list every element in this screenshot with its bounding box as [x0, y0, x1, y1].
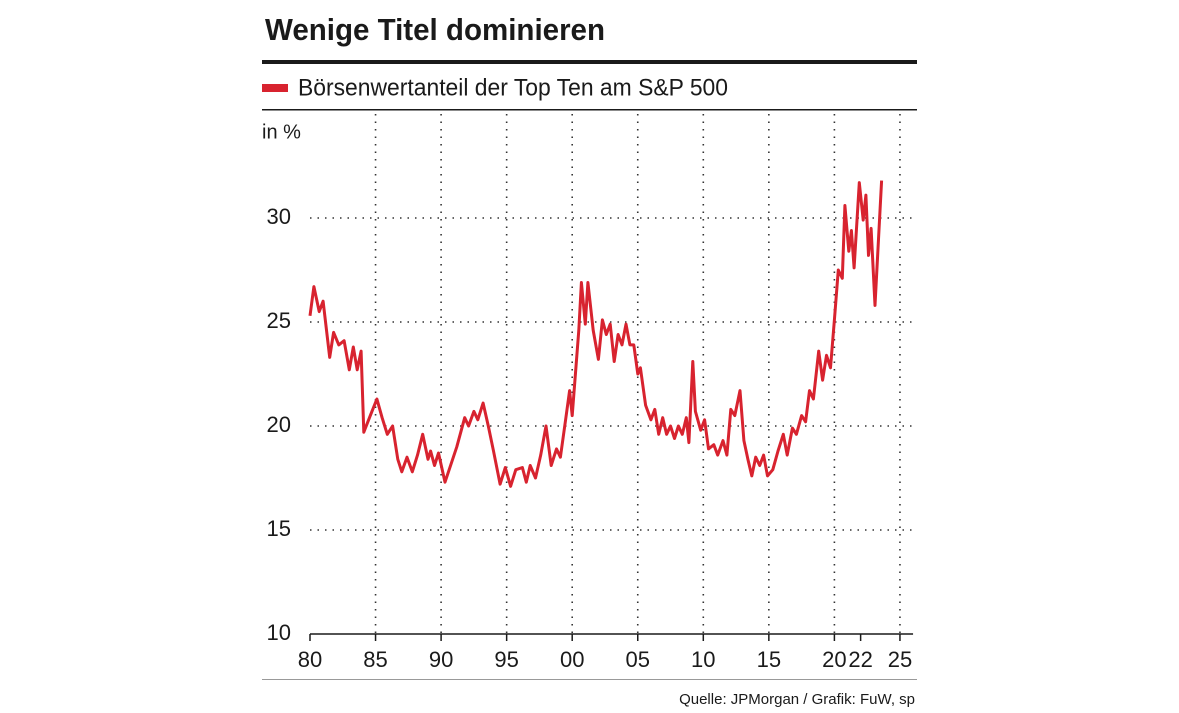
legend-swatch: [262, 84, 288, 92]
title-rule: [262, 60, 917, 64]
x-tick-label: 25: [888, 647, 912, 672]
source: Quelle: JPMorgan / Grafik: FuW, sp: [679, 691, 915, 708]
legend-label: Börsenwertanteil der Top Ten am S&P 500: [298, 74, 728, 101]
y-tick-label: 15: [267, 516, 291, 541]
x-tick-label: 90: [429, 647, 453, 672]
y-tick-label: 30: [267, 204, 291, 229]
x-tick-label: 15: [757, 647, 781, 672]
y-tick-label: 10: [267, 620, 291, 645]
x-tick-label: 05: [626, 647, 650, 672]
x-tick-label: 00: [560, 647, 584, 672]
chart-title: Wenige Titel dominieren: [265, 12, 605, 47]
data-line: [308, 180, 884, 488]
x-tick-label: 80: [298, 647, 322, 672]
x-tick-label: 22: [848, 647, 872, 672]
footer-rule: [262, 679, 917, 680]
y-tick-label: 25: [267, 308, 291, 333]
x-tick-label: 20: [822, 647, 846, 672]
legend-rule: [262, 109, 917, 111]
y-axis-label: in %: [262, 121, 301, 143]
x-tick-label: 10: [691, 647, 715, 672]
y-tick-label: 20: [267, 412, 291, 437]
x-tick-label: 85: [363, 647, 387, 672]
x-tick-label: 95: [494, 647, 518, 672]
